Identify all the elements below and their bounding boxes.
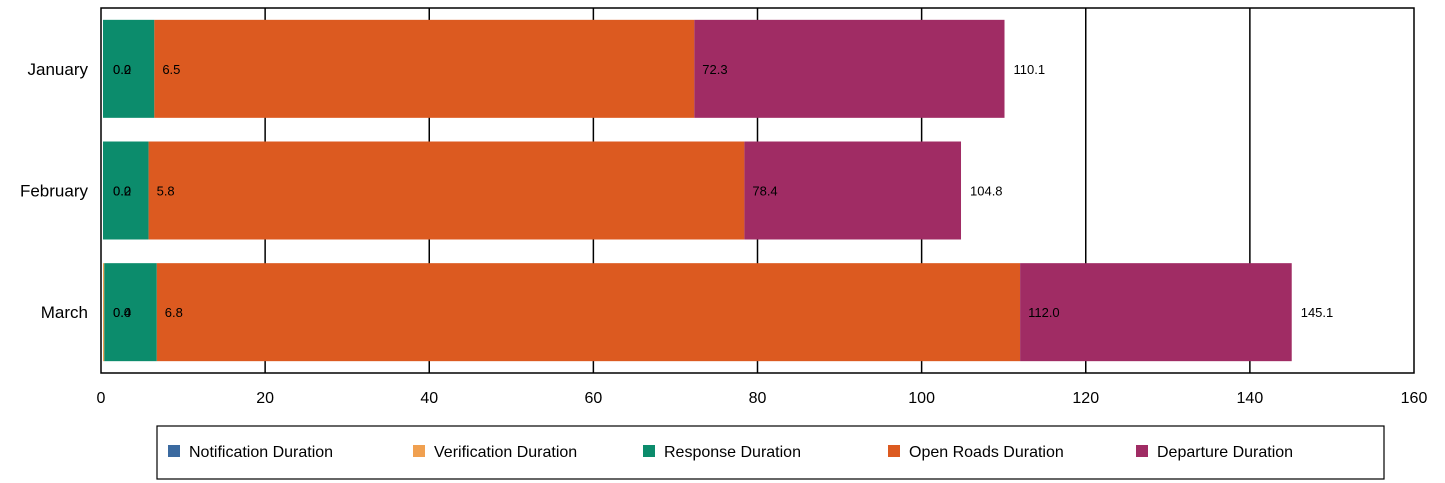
bar-segment	[1020, 263, 1292, 362]
x-tick-label: 0	[97, 390, 106, 407]
y-axis-tick-labels: January February March	[20, 60, 89, 322]
bar-segment	[694, 19, 1005, 118]
data-label: 0.4	[113, 305, 131, 320]
bars	[103, 19, 1292, 362]
legend-swatch	[168, 445, 180, 457]
bar-segment	[103, 19, 155, 118]
data-label: 78.4	[752, 184, 777, 199]
data-label: 112.0	[1028, 305, 1060, 320]
x-axis-tick-labels: 0 20 40 60 80 100 120 140 160	[97, 390, 1428, 407]
bar-segment	[744, 141, 962, 240]
legend-label: Departure Duration	[1157, 444, 1293, 461]
x-tick-label: 80	[749, 390, 767, 407]
bar-segment	[154, 19, 695, 118]
legend-label: Open Roads Duration	[909, 444, 1064, 461]
y-tick-label: February	[20, 182, 89, 201]
data-label: 145.1	[1301, 305, 1334, 320]
bar-segment	[103, 263, 105, 362]
bar-segment	[103, 141, 149, 240]
legend-label: Verification Duration	[434, 444, 577, 461]
data-label: 0.0	[113, 305, 131, 320]
data-labels: 0.00.2 6.5 72.3 110.10.00.2 5.8 78.4 104.80.00…	[113, 62, 1333, 320]
legend-label: Response Duration	[664, 444, 801, 461]
data-label: 72.3	[702, 62, 727, 77]
data-label: 104.8	[970, 184, 1003, 199]
y-tick-label: March	[41, 303, 88, 322]
legend-label: Notification Duration	[189, 444, 333, 461]
data-label: 0.0	[113, 62, 131, 77]
x-tick-label: 160	[1401, 390, 1428, 407]
legend: Notification Duration Verification Durati…	[156, 425, 1385, 480]
data-label: 0.2	[113, 62, 131, 77]
x-tick-label: 100	[908, 390, 935, 407]
legend-swatch	[413, 445, 425, 457]
x-tick-label: 40	[420, 390, 438, 407]
plot-frame	[100, 7, 1415, 374]
legend-swatch	[888, 445, 900, 457]
x-tick-label: 120	[1072, 390, 1099, 407]
x-tick-label: 140	[1237, 390, 1264, 407]
data-label: 110.1	[1014, 62, 1046, 77]
data-label: 6.5	[162, 62, 180, 77]
bar-segment	[148, 141, 745, 240]
legend-swatch	[1136, 445, 1148, 457]
y-tick-label: January	[28, 60, 89, 79]
bar-segment	[104, 263, 157, 362]
legend-frame	[156, 425, 1385, 480]
x-tick-label: 60	[584, 390, 602, 407]
data-label: 5.8	[157, 184, 175, 199]
data-label: 0.0	[113, 184, 131, 199]
legend-swatch	[643, 445, 655, 457]
data-label: 0.2	[113, 184, 131, 199]
data-label: 6.8	[165, 305, 183, 320]
bar-segment	[156, 263, 1021, 362]
x-tick-label: 20	[256, 390, 274, 407]
